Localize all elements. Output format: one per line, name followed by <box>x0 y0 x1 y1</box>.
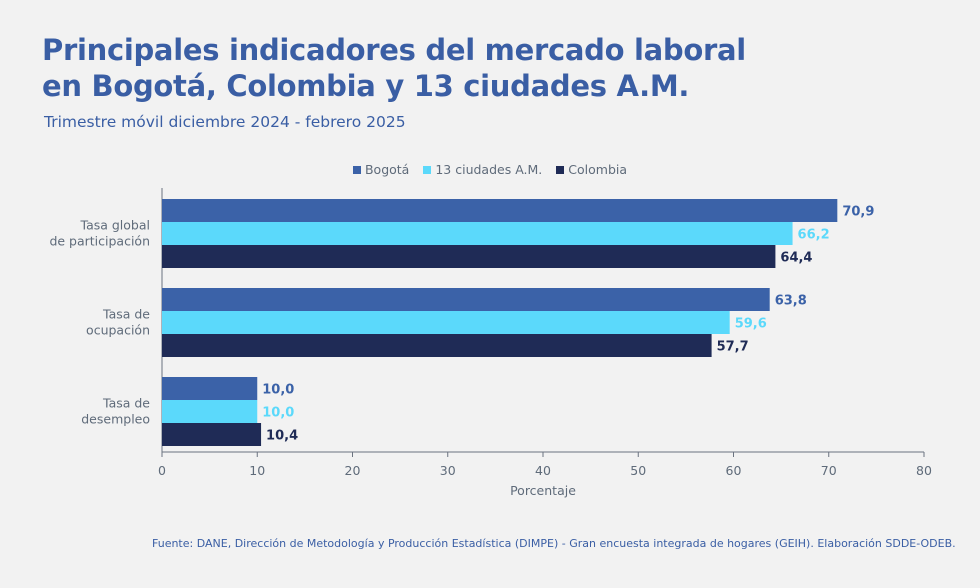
bar-13-ciudades-a-m <box>162 222 793 245</box>
legend-swatch-colombia <box>556 165 565 174</box>
category-label: Tasa de desempleo <box>81 396 150 427</box>
source-note: Fuente: DANE, Dirección de Metodología y… <box>152 537 956 550</box>
bar-bogota <box>162 199 838 222</box>
chart-title-line-1: Principales indicadores del mercado labo… <box>42 33 746 67</box>
x-tick-label: 70 <box>821 463 837 478</box>
chart-title-line-2: en Bogotá, Colombia y 13 ciudades A.M. <box>42 69 690 103</box>
data-label-13-ciudades-a-m: 10,0 <box>262 406 294 421</box>
bar-13-ciudades-a-m <box>162 311 730 334</box>
data-label-colombia: 64,4 <box>780 251 812 266</box>
category-label-line: Tasa de <box>102 307 150 322</box>
legend-item-13-ciudades: 13 ciudades A.M. <box>423 162 542 177</box>
bar-13-ciudades-a-m <box>162 400 258 423</box>
bar-bogota <box>162 377 258 400</box>
category-label-line: ocupación <box>86 323 150 338</box>
category-label: Tasa de ocupación <box>86 307 150 338</box>
x-tick-label: 40 <box>535 463 551 478</box>
x-tick-label: 50 <box>630 463 646 478</box>
bar-bogota <box>162 288 770 311</box>
legend-label-13-ciudades: 13 ciudades A.M. <box>435 162 543 177</box>
data-label-bogota: 70,9 <box>842 205 874 220</box>
legend-swatch-13-ciudades <box>423 165 432 174</box>
category-label-line: Tasa global <box>80 218 151 233</box>
bar-colombia <box>162 245 776 268</box>
x-tick-label: 10 <box>249 463 265 478</box>
legend-label-colombia: Colombia <box>568 162 628 177</box>
data-label-colombia: 10,4 <box>266 429 298 444</box>
x-axis-label: Porcentaje <box>510 483 576 498</box>
data-label-colombia: 57,7 <box>717 340 749 355</box>
x-tick-label: 30 <box>440 463 456 478</box>
x-tick-label: 80 <box>916 463 932 478</box>
chart-legend: Bogotá 13 ciudades A.M. Colombia <box>0 162 980 177</box>
chart-subtitle: Trimestre móvil diciembre 2024 - febrero… <box>44 113 406 131</box>
x-tick-label: 0 <box>158 463 166 478</box>
bar-colombia <box>162 423 262 446</box>
legend-swatch-bogota <box>352 165 361 174</box>
x-tick-label: 20 <box>345 463 361 478</box>
legend-label-bogota: Bogotá <box>364 162 410 177</box>
data-label-13-ciudades-a-m: 66,2 <box>798 228 830 243</box>
x-tick-label: 60 <box>726 463 742 478</box>
data-label-bogota: 63,8 <box>775 294 807 309</box>
category-label-line: de participación <box>49 234 150 249</box>
category-label: Tasa global de participación <box>49 218 150 249</box>
legend-item-colombia: Colombia <box>556 162 627 177</box>
data-label-bogota: 10,0 <box>262 383 294 398</box>
category-label-line: desempleo <box>81 412 150 427</box>
bar-colombia <box>162 334 712 357</box>
chart-title: Principales indicadores del mercado labo… <box>42 32 746 104</box>
category-label-line: Tasa de <box>102 396 150 411</box>
legend-item-bogota: Bogotá <box>352 162 410 177</box>
data-label-13-ciudades-a-m: 59,6 <box>735 317 767 332</box>
